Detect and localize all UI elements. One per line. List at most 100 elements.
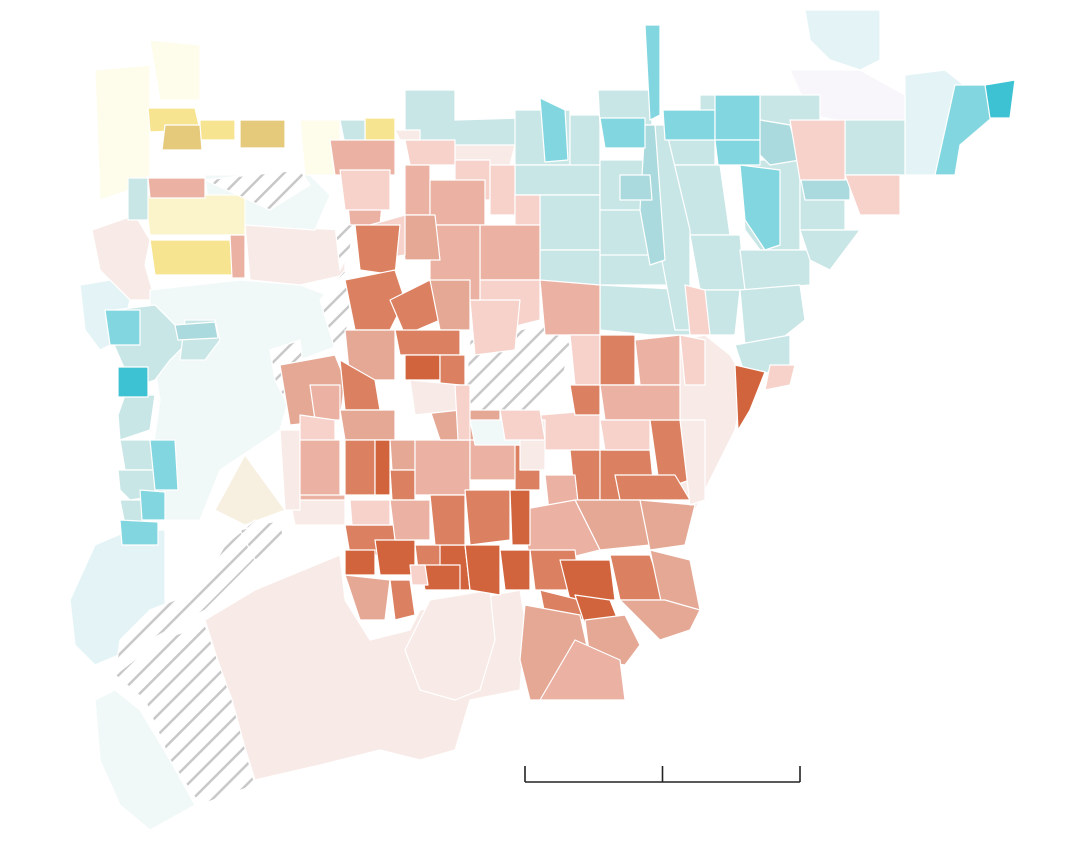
- tract-red-2: [844, 174, 901, 216]
- tract-blue-4: [619, 174, 653, 201]
- tract-red-6: [734, 364, 766, 431]
- tract-red-5: [429, 494, 466, 546]
- tract-blue-3: [127, 177, 149, 221]
- tract-red-3: [309, 384, 341, 421]
- tract-blue-3: [844, 119, 906, 176]
- tract-red-3: [404, 164, 431, 216]
- tract-red-4: [639, 499, 696, 551]
- tract-red-1: [404, 589, 496, 701]
- tract-red-2: [404, 139, 456, 166]
- tract-red-3: [539, 279, 601, 336]
- tract-red-3: [479, 224, 541, 281]
- tract-red-2: [599, 419, 651, 451]
- tract-layer: [69, 9, 1016, 831]
- tract-red-2: [764, 364, 796, 391]
- tract-blue-2: [69, 529, 166, 666]
- tract-blue-3: [514, 164, 601, 196]
- tract-blue-3: [739, 284, 806, 346]
- tract-blue-1: [94, 689, 196, 831]
- tract-red-6: [559, 559, 616, 601]
- tract-red-4: [344, 329, 396, 381]
- tract-red-2: [489, 164, 516, 216]
- tract-red-1: [394, 129, 421, 141]
- tract-blue-5: [149, 439, 179, 491]
- tract-red-1: [244, 224, 346, 286]
- tract-blue-4: [174, 321, 219, 341]
- tract-red-4: [619, 599, 701, 641]
- tract-red-3: [389, 499, 431, 541]
- tract-red-4: [429, 279, 471, 331]
- tract-red-3: [539, 639, 626, 701]
- tract-red-3: [329, 139, 396, 176]
- tract-red-6: [499, 549, 531, 591]
- tract-red-2: [684, 284, 711, 336]
- tract-red-2: [349, 499, 391, 526]
- tract-yellow-3: [149, 239, 236, 276]
- tract-blue-3: [739, 249, 811, 291]
- tract-blue-3: [117, 394, 156, 441]
- tract-blue-3: [569, 114, 601, 171]
- tract-blue-5: [104, 309, 141, 346]
- tract-yellow-4: [161, 124, 203, 151]
- tract-yellow-3: [199, 119, 236, 141]
- tract-blue-2: [804, 9, 881, 71]
- tract-red-5: [569, 384, 601, 416]
- tract-red-1: [409, 379, 461, 416]
- tract-red-5: [389, 579, 416, 621]
- tract-blue-3: [539, 194, 601, 251]
- tract-red-5: [464, 489, 511, 546]
- tract-red-2: [339, 169, 391, 211]
- tract-red-5: [354, 224, 401, 276]
- tract-red-5: [439, 354, 466, 386]
- tract-red-5: [344, 439, 376, 496]
- no-data-area: [114, 624, 256, 806]
- tract-red-4: [399, 214, 441, 261]
- tract-blue-3: [689, 234, 746, 291]
- tract-yellow-2: [144, 194, 246, 236]
- tract-red-1: [679, 419, 706, 506]
- no-data-area: [239, 519, 286, 561]
- tract-red-5: [389, 469, 416, 501]
- tract-red-6: [404, 354, 441, 381]
- tract-red-6: [464, 544, 501, 596]
- tract-red-6: [374, 439, 391, 496]
- tract-red-3: [634, 334, 681, 386]
- tract-yellow-1: [149, 39, 201, 101]
- tract-red-3: [229, 234, 246, 279]
- no-data-area: [334, 213, 356, 273]
- tract-red-3: [469, 439, 521, 481]
- tract-red-4: [339, 409, 396, 441]
- tract-yellow-4: [239, 119, 286, 149]
- tract-red-6: [509, 489, 531, 546]
- tract-red-6: [344, 549, 376, 576]
- no-data-area: [202, 169, 311, 211]
- tract-red-2: [454, 384, 471, 441]
- no-data-area: [319, 268, 351, 352]
- tract-red-3: [599, 384, 681, 421]
- tract-blue-5: [739, 164, 781, 251]
- tract-blue-5: [644, 24, 661, 121]
- tract-red-2: [409, 564, 429, 586]
- scale-bar: [524, 766, 801, 783]
- tract-blue-6: [984, 79, 1016, 119]
- tract-red-6: [374, 539, 416, 576]
- tract-red-3: [147, 177, 206, 199]
- tract-blue-3: [799, 229, 861, 271]
- tract-red-2: [499, 409, 546, 441]
- tract-blue-5: [539, 97, 569, 163]
- tract-blue-5: [119, 519, 159, 546]
- tract-red-5: [394, 329, 461, 356]
- tract-red-5: [599, 334, 636, 386]
- tract-red-2: [469, 299, 521, 356]
- tract-blue-6: [117, 366, 149, 398]
- tract-red-2: [789, 119, 846, 181]
- tract-blue-5: [662, 109, 716, 141]
- tract-blue-5: [714, 94, 761, 141]
- tract-red-2: [679, 334, 706, 386]
- tract-red-1: [279, 429, 301, 511]
- tract-blue-5: [714, 139, 761, 166]
- tract-red-2: [569, 334, 601, 386]
- tract-blue-3: [404, 89, 521, 146]
